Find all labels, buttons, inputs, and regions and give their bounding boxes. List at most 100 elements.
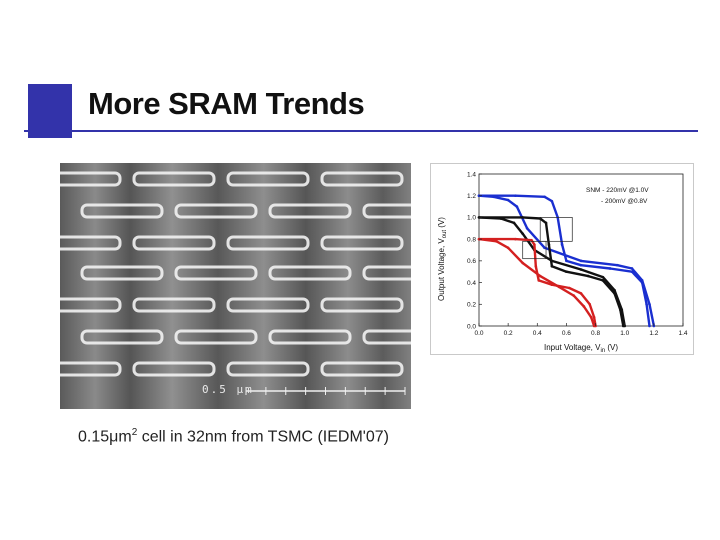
sem-cell-feature <box>174 329 258 345</box>
sem-cell-feature <box>320 361 404 377</box>
y-tick-label: 0.0 <box>467 323 476 330</box>
series-point <box>588 302 592 306</box>
series-point <box>525 226 529 230</box>
sem-cell-feature <box>226 361 310 377</box>
series-point <box>586 274 590 278</box>
series-point <box>495 240 498 243</box>
series-point <box>582 305 586 308</box>
sem-cell-feature <box>132 361 216 377</box>
caption-rest: cell in 32nm from TSMC (IEDM'07) <box>137 428 389 446</box>
series-point <box>565 259 568 263</box>
y-axis-label-unit: (V) <box>437 217 446 230</box>
series-point <box>616 263 619 267</box>
series-point <box>620 308 624 312</box>
caption-prefix: 0.15 <box>78 428 110 446</box>
series-point <box>533 243 536 246</box>
sem-cell-feature <box>320 171 404 187</box>
series-point <box>601 275 605 279</box>
series-point <box>543 246 546 250</box>
sem-cell-feature <box>132 297 216 313</box>
series-point <box>515 205 519 208</box>
series-point <box>601 279 605 282</box>
sem-cell-feature <box>80 265 164 281</box>
title-accent-block <box>28 84 72 138</box>
y-axis-label: Output Voltage, Vout (V) <box>437 217 448 301</box>
y-axis-label-main: Output Voltage, V <box>437 238 446 301</box>
x-tick-label: 1.4 <box>678 330 687 337</box>
sem-cell-feature <box>320 235 404 251</box>
sem-cell-feature <box>174 265 258 281</box>
series-point <box>543 195 546 199</box>
series-point <box>530 238 533 242</box>
series-point <box>506 198 510 202</box>
snm-box <box>539 217 573 242</box>
sem-cell-feature <box>80 329 164 345</box>
series-point <box>608 267 612 270</box>
sem-cell-feature <box>60 171 122 187</box>
y-tick-label: 0.8 <box>467 236 476 243</box>
x-tick-label: 0.8 <box>591 330 600 337</box>
series-point <box>572 294 576 297</box>
series-point <box>589 316 593 319</box>
sem-cell-feature <box>362 329 411 345</box>
sem-cell-feature <box>320 297 404 313</box>
series-point <box>579 259 583 263</box>
chart-svg: 0.0 0.2 0.4 0.6 0.8 1.0 1.2 1.4 0.0 0.2 0.4 0.6 0.8 1… <box>437 171 688 354</box>
sem-cell-feature <box>362 265 411 281</box>
annotation-snm-1: SNM - 220mV @1.0V <box>586 187 649 194</box>
x-tick-label: 0.0 <box>474 330 483 337</box>
y-tick-label: 0.2 <box>467 302 476 309</box>
series-point <box>534 264 538 268</box>
sem-scale-label: 0.5 μm <box>202 383 254 396</box>
series-point <box>592 324 596 328</box>
series-point <box>613 288 616 292</box>
series-point <box>557 285 561 289</box>
sem-cell-feature <box>362 203 411 219</box>
caption-unit-exp: 2 <box>131 427 138 438</box>
series-point <box>579 292 583 295</box>
series-point <box>550 259 554 263</box>
sem-cell-feature <box>174 203 258 219</box>
series-point <box>521 261 525 265</box>
series-point <box>514 194 517 198</box>
x-axis-label: Input Voltage, Vin (V) <box>544 343 618 354</box>
sem-cell-feature <box>226 297 310 313</box>
sem-cell-feature <box>226 171 310 187</box>
series-point <box>550 264 554 268</box>
series-point <box>579 263 583 267</box>
image-caption: 0.15μm2 cell in 32nm from TSMC (IEDM'07) <box>78 427 389 446</box>
caption-unit: μm <box>109 428 132 446</box>
series-point <box>544 221 548 225</box>
series-point <box>537 279 541 282</box>
sem-micrograph: 0.5 μm <box>60 163 411 409</box>
plot-frame <box>478 173 684 327</box>
series-point <box>512 221 516 225</box>
sem-cell-feature <box>60 297 122 313</box>
snm-box <box>522 240 547 260</box>
y-tick-label: 0.6 <box>467 258 476 265</box>
slide-title: More SRAM Trends <box>88 86 365 121</box>
series-line <box>479 237 597 327</box>
sem-cell-feature <box>132 235 216 251</box>
series-line <box>479 194 651 327</box>
sem-cell-feature <box>60 361 122 377</box>
series-point <box>640 279 644 282</box>
x-axis-label-sub: in <box>600 348 605 354</box>
series-point <box>592 316 596 319</box>
y-tick-label: 1.0 <box>467 215 476 222</box>
series-point <box>565 270 568 274</box>
sem-cell-feature <box>268 265 352 281</box>
y-tick-label: 0.4 <box>467 280 476 287</box>
series-point <box>514 237 517 241</box>
series-point <box>630 267 634 270</box>
sem-pattern <box>60 163 411 409</box>
annotation-snm-2: - 200mV @0.8V <box>601 198 648 205</box>
x-tick-label: 1.2 <box>649 330 658 337</box>
title-underline <box>24 130 698 132</box>
sem-cell-feature <box>80 203 164 219</box>
series-point <box>521 216 525 219</box>
x-tick-label: 0.4 <box>533 330 542 337</box>
sem-cell-feature <box>226 235 310 251</box>
series-point <box>506 246 510 250</box>
series-point <box>550 199 554 203</box>
